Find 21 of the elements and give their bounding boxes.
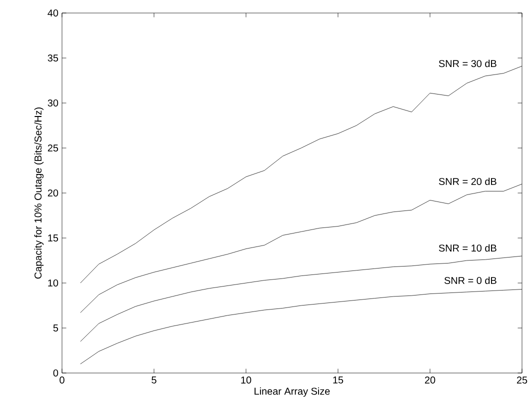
x-tick-label: 15 (333, 376, 344, 384)
legend-label: SNR = 30 dB (438, 60, 496, 68)
x-tick-label: 5 (152, 376, 156, 384)
x-tick-label: 25 (516, 376, 528, 384)
y-tick-label: 25 (48, 144, 58, 152)
y-axis-title: Capacity for 10% Outage (Bits/Sec/Hz) (34, 108, 44, 279)
y-tick-label: 10 (48, 279, 58, 287)
series-label: SNR = 20 dB (438, 178, 496, 186)
legend-label: SNR = 0 dB (444, 276, 496, 284)
x-tick-label: 10 (241, 376, 252, 384)
y-tick-label: 35 (48, 54, 58, 62)
y-tick-label: 40 (48, 9, 58, 17)
y-tick-label: 0 (53, 369, 58, 377)
x-axis-title: Linear Array Size (254, 387, 330, 397)
y-tick-label: 15 (48, 234, 58, 242)
x-tick-label: 0 (60, 376, 64, 384)
y-tick-label: 30 (48, 99, 58, 107)
x-tick-label: 20 (424, 376, 436, 384)
y-tick-label: 20 (48, 189, 58, 197)
y-tick-label: 5 (53, 324, 58, 332)
series-label: SNR = 10 dB (438, 244, 496, 252)
